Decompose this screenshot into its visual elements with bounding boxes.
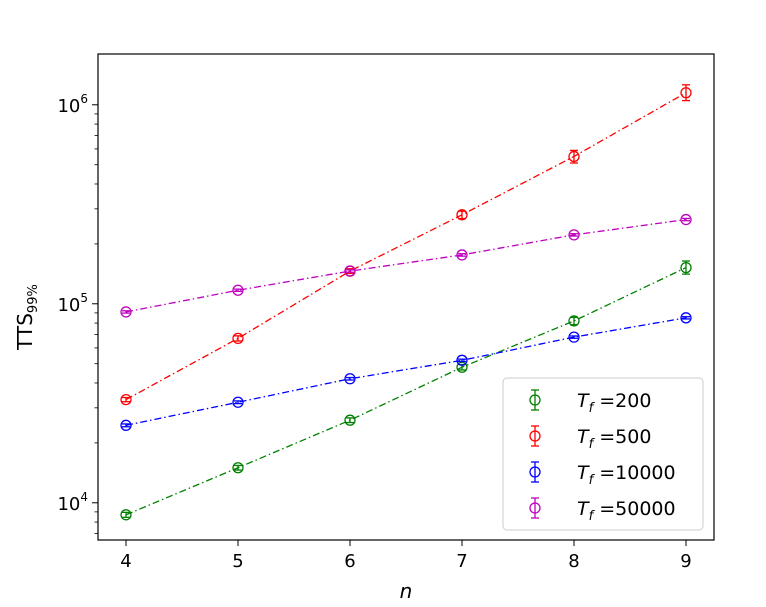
data-point bbox=[120, 419, 132, 431]
data-point bbox=[680, 261, 692, 274]
legend-marker bbox=[529, 502, 541, 514]
data-point bbox=[456, 354, 468, 366]
axes-layer: 4 5 6 7 8 9 104 105 106 bbox=[57, 92, 691, 572]
data-point bbox=[456, 209, 468, 221]
x-tick-label: 5 bbox=[232, 551, 243, 572]
data-point bbox=[120, 509, 132, 521]
data-point bbox=[120, 393, 132, 406]
data-point bbox=[456, 249, 468, 261]
data-point bbox=[344, 414, 356, 426]
data-point bbox=[568, 315, 580, 327]
svg-text:TTS99%: TTS99% bbox=[13, 284, 41, 351]
series bbox=[120, 312, 692, 431]
legend-marker bbox=[529, 466, 541, 478]
x-tick-label: 6 bbox=[344, 551, 355, 572]
data-point bbox=[568, 150, 580, 163]
y-axis-label: TTS99% bbox=[13, 284, 41, 351]
data-point bbox=[680, 213, 692, 226]
legend: Tf =200 Tf =500 Tf =10000 Tf =50000 bbox=[502, 377, 704, 531]
plot-frame bbox=[97, 53, 715, 541]
x-tick-label: 8 bbox=[568, 551, 579, 572]
series bbox=[120, 84, 692, 406]
data-point bbox=[344, 373, 356, 385]
legend-label: Tf =200 bbox=[577, 390, 651, 416]
y-tick-label: 104 bbox=[57, 490, 88, 515]
legend-marker bbox=[529, 394, 541, 406]
data-point bbox=[232, 396, 244, 408]
x-tick-label: 7 bbox=[456, 551, 467, 572]
data-point bbox=[680, 312, 692, 324]
data-point bbox=[568, 331, 580, 343]
data-point bbox=[680, 87, 692, 99]
data-point bbox=[232, 462, 244, 474]
y-tick-label: 106 bbox=[57, 92, 88, 117]
series bbox=[120, 213, 692, 318]
x-tick-label: 4 bbox=[120, 551, 131, 572]
legend-marker bbox=[529, 430, 541, 442]
data-point bbox=[120, 306, 132, 318]
series-line bbox=[125, 317, 687, 426]
series-line bbox=[125, 92, 687, 401]
data-point bbox=[232, 284, 244, 296]
legend-label: Tf =10000 bbox=[577, 462, 676, 488]
y-tick-label: 105 bbox=[57, 291, 88, 316]
legend-label: Tf =500 bbox=[577, 426, 651, 452]
legend-box bbox=[502, 377, 704, 531]
x-axis-label: n bbox=[400, 579, 413, 603]
data-layer bbox=[120, 84, 692, 521]
series-line bbox=[125, 218, 687, 313]
legend-label: Tf =50000 bbox=[577, 498, 676, 524]
data-point bbox=[456, 361, 468, 373]
data-point bbox=[568, 229, 580, 241]
x-tick-label: 9 bbox=[680, 551, 691, 572]
series-line bbox=[125, 267, 687, 516]
series bbox=[120, 260, 692, 521]
data-point bbox=[232, 332, 244, 345]
data-point bbox=[344, 265, 356, 277]
